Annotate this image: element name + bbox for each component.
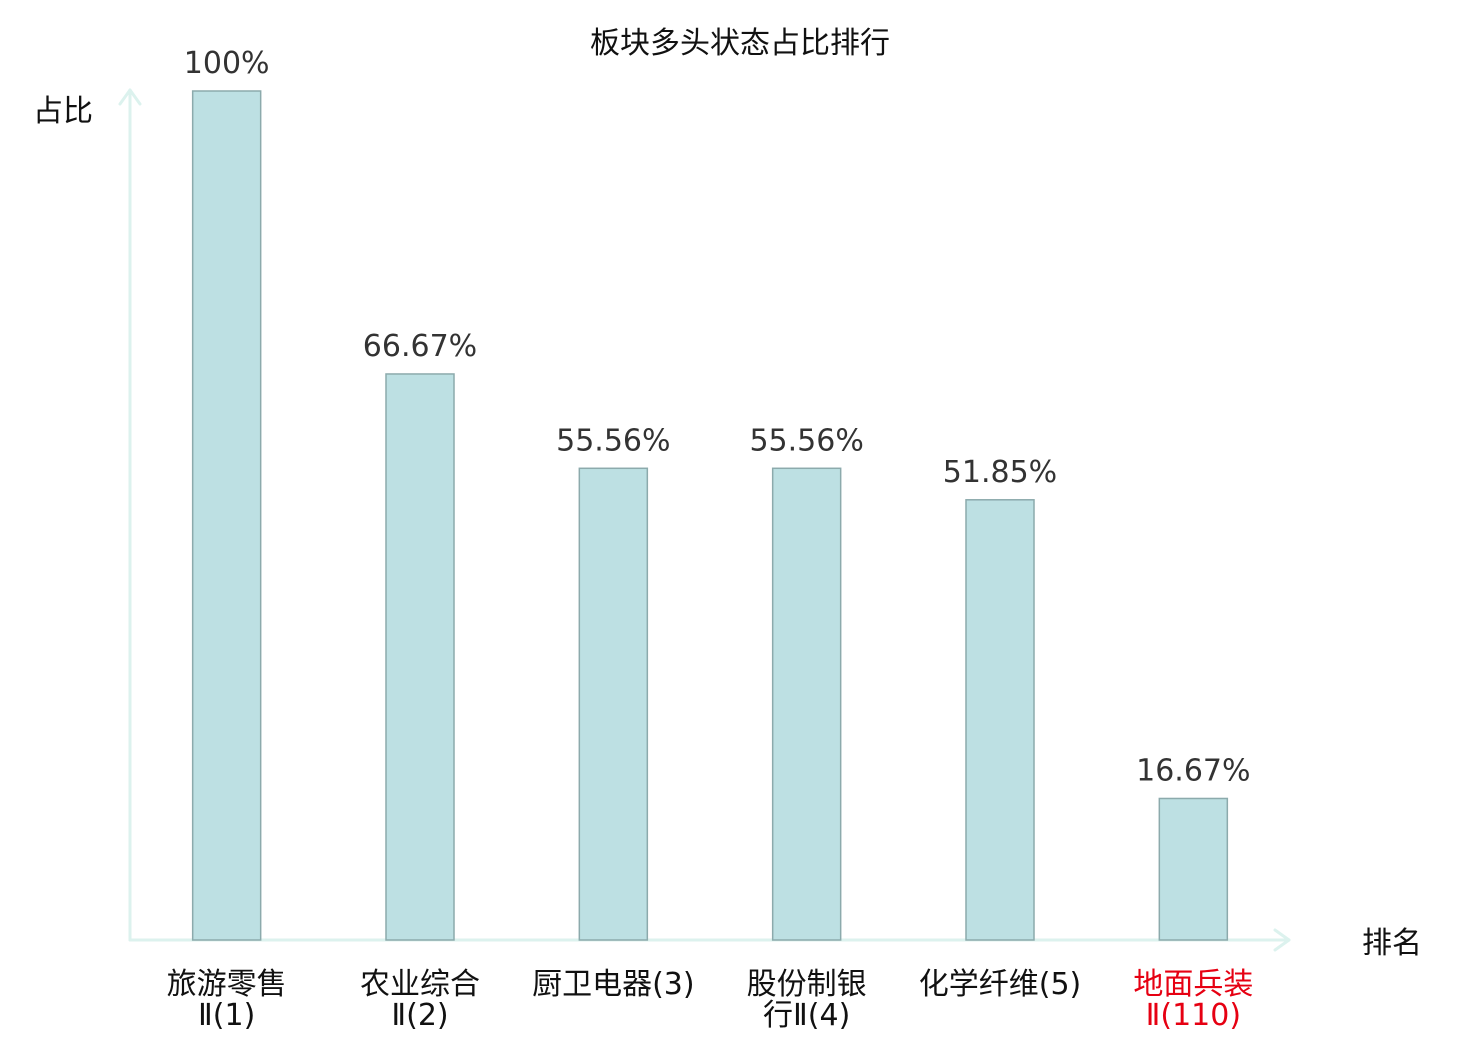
category-label-6: 地面兵装 Ⅱ(110) <box>1133 967 1253 1033</box>
y-axis-arrow <box>118 88 142 106</box>
chart-title: 板块多头状态占比排行 <box>590 26 890 61</box>
bar-4 <box>771 467 842 941</box>
x-axis-arrow <box>1273 928 1291 952</box>
bar-6 <box>1158 797 1229 941</box>
category-label-line: Ⅱ(1) <box>198 998 255 1033</box>
value-label-2: 66.67% <box>363 329 477 364</box>
value-label-1: 100% <box>184 46 270 81</box>
bar-2 <box>385 373 455 941</box>
category-label-line: 化学纤维(5) <box>919 967 1082 1002</box>
category-label-line: Ⅱ(2) <box>391 998 448 1033</box>
bar-1 <box>191 90 262 941</box>
category-label-4: 股份制银行Ⅱ(4) <box>747 967 867 1033</box>
value-label-4: 55.56% <box>749 423 863 458</box>
category-label-1: 旅游零售 Ⅱ(1) <box>167 967 287 1033</box>
bars <box>191 90 1229 941</box>
value-labels: 100% 66.67% 55.56% 55.56% 51.85% 16.67% <box>184 46 1251 788</box>
y-axis-label: 占比 <box>33 94 93 129</box>
value-label-5: 51.85% <box>943 455 1057 490</box>
category-label-3: 厨卫电器(3) <box>532 967 695 1002</box>
category-labels: 旅游零售 Ⅱ(1) 农业综合 Ⅱ(2) 厨卫电器(3) 股份制银行Ⅱ(4) 化学纤维(5) 地… <box>167 967 1254 1033</box>
category-label-2: 农业综合 Ⅱ(2) <box>360 967 480 1033</box>
bar-3 <box>578 467 649 941</box>
category-label-line: 行Ⅱ(4) <box>763 998 850 1033</box>
category-label-line: 旅游零售 <box>167 967 287 1002</box>
category-label-line: 厨卫电器(3) <box>532 967 695 1002</box>
category-label-5: 化学纤维(5) <box>919 967 1082 1002</box>
category-label-line: Ⅱ(110) <box>1146 998 1241 1033</box>
value-label-6: 16.67% <box>1136 753 1250 788</box>
bar-5 <box>965 499 1035 941</box>
category-label-line: 股份制银 <box>747 967 867 1002</box>
axes <box>118 88 1291 952</box>
value-label-3: 55.56% <box>556 423 670 458</box>
category-label-line: 地面兵装 <box>1133 967 1253 1002</box>
x-axis-label: 排名 <box>1362 926 1422 961</box>
category-label-line: 农业综合 <box>360 967 480 1002</box>
